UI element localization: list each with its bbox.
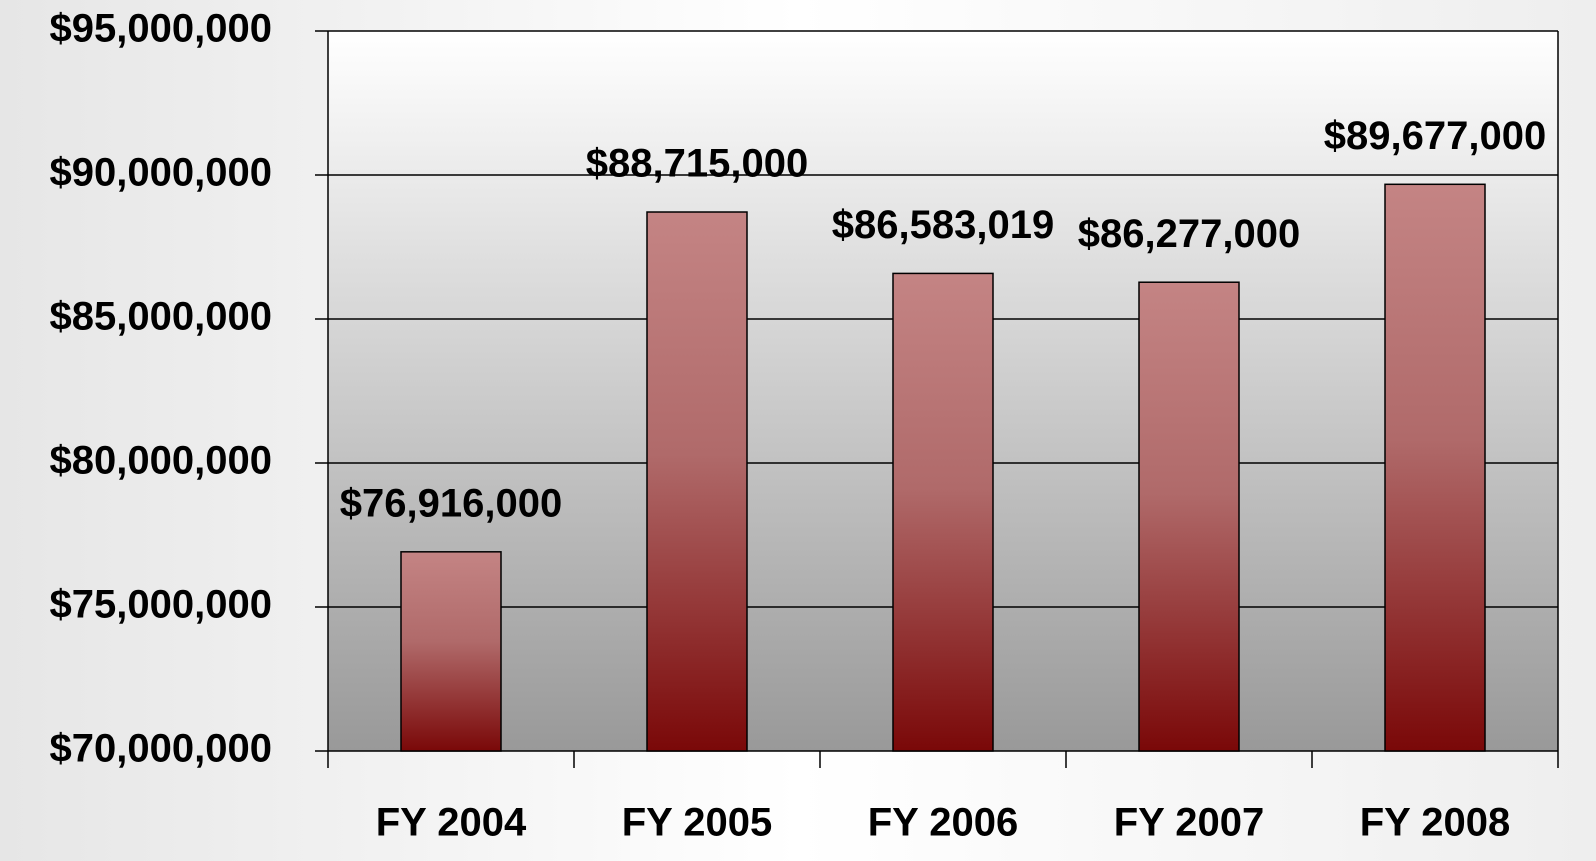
x-tick-label: FY 2006 [868, 801, 1019, 845]
y-tick-label: $85,000,000 [50, 295, 272, 339]
y-tick-label: $70,000,000 [50, 727, 272, 771]
y-tick-label: $80,000,000 [50, 439, 272, 483]
value-label: $89,677,000 [1324, 114, 1546, 158]
value-label: $86,583,019 [832, 203, 1054, 247]
x-tick-label: FY 2004 [376, 801, 527, 845]
bar [646, 211, 748, 752]
x-tick-label: FY 2005 [622, 801, 773, 845]
value-label: $76,916,000 [340, 481, 562, 525]
y-tick-label: $95,000,000 [50, 7, 272, 51]
y-tick-label: $90,000,000 [50, 151, 272, 195]
bar [400, 551, 502, 752]
bar [1384, 183, 1486, 752]
x-tick-label: FY 2007 [1114, 801, 1265, 845]
bar [1138, 281, 1240, 752]
value-label: $88,715,000 [586, 142, 808, 186]
value-label: $86,277,000 [1078, 212, 1300, 256]
y-tick-label: $75,000,000 [50, 583, 272, 627]
bar [892, 272, 994, 752]
x-tick-label: FY 2008 [1360, 801, 1511, 845]
